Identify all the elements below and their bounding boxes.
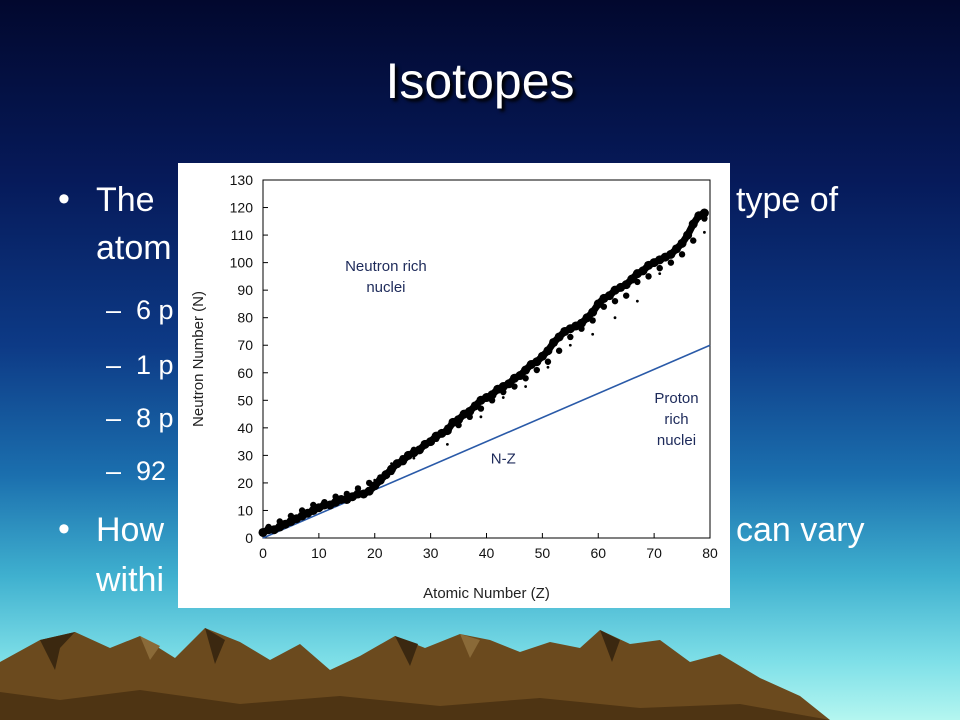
data-point xyxy=(622,292,630,299)
sub-dash: – xyxy=(106,403,122,433)
x-tick-label: 10 xyxy=(311,545,327,561)
y-tick-label: 10 xyxy=(237,502,253,518)
data-point xyxy=(501,396,505,399)
data-point xyxy=(680,252,684,256)
bullet-1-line1: The xyxy=(96,181,155,219)
data-point xyxy=(479,415,483,419)
data-point xyxy=(591,332,595,336)
annotation-text: Proton xyxy=(654,390,698,407)
y-tick-label: 90 xyxy=(237,282,253,298)
data-point xyxy=(645,273,652,280)
y-tick-label: 0 xyxy=(245,530,253,546)
sub-item-4: 92 xyxy=(136,456,167,486)
bullet-2-line1-right: can vary xyxy=(736,511,865,549)
data-point xyxy=(544,358,552,365)
x-tick-label: 70 xyxy=(646,545,662,561)
y-tick-label: 80 xyxy=(237,310,253,326)
x-tick-label: 0 xyxy=(259,545,267,561)
bullet-dot: • xyxy=(58,180,70,218)
y-tick-label: 70 xyxy=(237,337,253,353)
sub-item-2: 1 p xyxy=(136,350,174,380)
bullet-2-line2: withi xyxy=(96,561,165,599)
data-point xyxy=(354,485,362,492)
bullet-1-line1-right: type of xyxy=(736,181,839,219)
y-tick-label: 120 xyxy=(230,200,254,216)
mountain-range-decoration xyxy=(0,628,830,720)
annotation-text: Neutron rich xyxy=(345,258,427,275)
data-point xyxy=(667,259,675,266)
data-point xyxy=(635,299,639,303)
data-point xyxy=(445,442,449,446)
sub-dash: – xyxy=(106,456,122,486)
annotation-text: N-Z xyxy=(491,451,516,468)
sub-dash: – xyxy=(106,350,122,380)
y-axis-label: Neutron Number (N) xyxy=(190,291,207,427)
plot-frame xyxy=(262,179,711,539)
data-point xyxy=(555,347,563,354)
x-tick-label: 80 xyxy=(702,545,718,561)
x-tick-label: 60 xyxy=(590,545,606,561)
data-point xyxy=(546,365,550,369)
x-tick-label: 20 xyxy=(367,545,383,561)
y-tick-label: 110 xyxy=(231,227,254,243)
data-point xyxy=(658,272,662,276)
bullet-1-line2: atom xyxy=(96,229,172,267)
data-point xyxy=(634,278,641,286)
x-axis-label: Atomic Number (Z) xyxy=(423,585,550,602)
data-point xyxy=(690,237,697,244)
sub-item-1: 6 p xyxy=(136,295,174,325)
data-point xyxy=(477,405,485,412)
data-point xyxy=(613,316,617,320)
data-point xyxy=(611,297,619,305)
data-point xyxy=(568,343,572,347)
data-point xyxy=(656,264,663,272)
data-point xyxy=(365,479,373,487)
data-point xyxy=(522,375,529,382)
data-point xyxy=(533,366,540,374)
y-tick-label: 20 xyxy=(237,475,253,491)
annotation-text: nuclei xyxy=(366,279,405,296)
data-point xyxy=(524,385,528,388)
data-point xyxy=(703,230,706,234)
slide-title: Isotopes xyxy=(385,53,575,109)
y-tick-label: 40 xyxy=(237,420,253,436)
y-tick-label: 100 xyxy=(230,255,254,271)
y-tick-label: 50 xyxy=(237,392,253,408)
annotation-text: rich xyxy=(664,411,688,428)
annotation-text: nuclei xyxy=(657,432,696,449)
y-tick-label: 30 xyxy=(237,447,253,463)
y-tick-label: 130 xyxy=(230,172,254,188)
data-point xyxy=(511,383,518,390)
data-point xyxy=(567,333,574,341)
y-tick-label: 60 xyxy=(237,365,253,381)
data-point xyxy=(600,303,608,310)
x-tick-label: 40 xyxy=(479,545,495,561)
data-point xyxy=(412,456,416,460)
data-point xyxy=(589,317,596,324)
bullet-dot: • xyxy=(58,510,70,548)
x-tick-label: 50 xyxy=(535,545,551,561)
sub-item-3: 8 p xyxy=(136,403,174,433)
sub-dash: – xyxy=(106,295,122,325)
bullet-2-line1: How xyxy=(96,511,165,549)
isotope-chart-svg: 0 10 20 30 40 50 60 70 80 0 10 20 30 40 50 60 70 80 90 100 1… xyxy=(190,172,718,602)
x-tick-label: 30 xyxy=(423,545,439,561)
isotope-chart: 0 10 20 30 40 50 60 70 80 0 10 20 30 40 50 60 70 80 90 100 1… xyxy=(178,163,730,608)
stability-band-path xyxy=(259,209,708,536)
